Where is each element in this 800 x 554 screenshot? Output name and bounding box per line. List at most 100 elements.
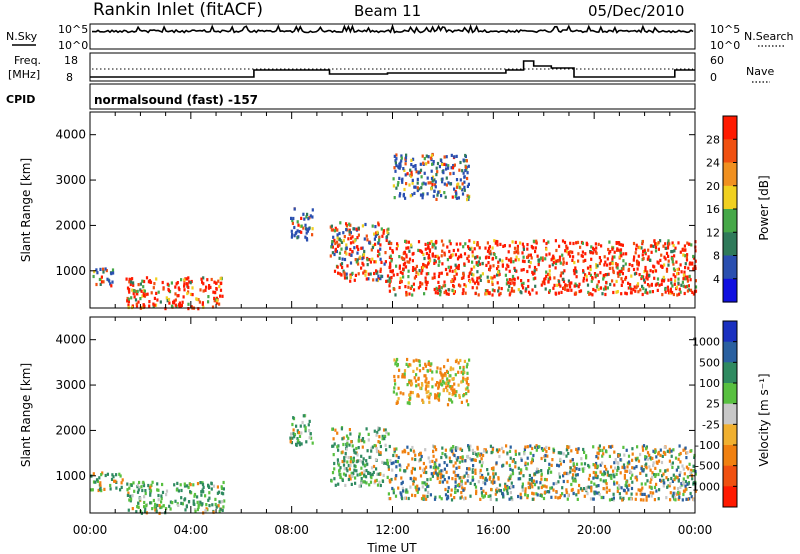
echo-cell (447, 164, 450, 168)
echo-cell (468, 457, 472, 461)
echo-cell (574, 291, 577, 295)
echo-cell (484, 289, 487, 293)
echo-cell (608, 473, 611, 478)
echo-cell (189, 292, 193, 296)
echo-cell (218, 302, 221, 306)
echo-cell (624, 277, 627, 281)
echo-cell (433, 272, 436, 276)
echo-cell (466, 198, 469, 202)
echo-cell (575, 241, 578, 245)
echo-cell (451, 288, 454, 292)
echo-cell (369, 480, 373, 484)
echo-cell (149, 485, 152, 489)
echo-cell (443, 253, 446, 257)
echo-cell (416, 490, 419, 494)
echo-cell (533, 265, 537, 270)
echo-cell (577, 285, 580, 289)
echo-cell (179, 304, 182, 308)
echo-cell (334, 483, 337, 487)
echo-cell (535, 444, 538, 448)
echo-cell (374, 242, 377, 246)
echo-cell (401, 271, 404, 275)
echo-cell (523, 447, 526, 451)
echo-cell (292, 432, 295, 436)
echo-cell (467, 259, 470, 263)
echo-cell (475, 489, 478, 493)
echo-cell (476, 454, 479, 458)
echo-cell (331, 251, 334, 255)
echo-cell (616, 468, 619, 472)
echo-cell (186, 484, 189, 488)
echo-cell (611, 444, 614, 448)
echo-cell (521, 488, 524, 492)
echo-cell (436, 366, 439, 370)
echo-cell (511, 498, 514, 502)
echo-cell (441, 469, 444, 473)
echo-cell (423, 292, 426, 296)
echo-cell (345, 228, 348, 232)
echo-cell (551, 263, 554, 267)
echo-cell (609, 445, 612, 449)
echo-cell (135, 292, 138, 296)
echo-cell (219, 500, 222, 504)
echo-cell (336, 431, 339, 435)
echo-cell (357, 262, 360, 266)
echo-cell (622, 259, 625, 263)
echo-cell (689, 471, 692, 475)
echo-cell (496, 281, 499, 285)
echo-cell (543, 490, 547, 494)
echo-cell (451, 393, 454, 397)
echo-cell (606, 286, 609, 290)
echo-cell (431, 179, 434, 183)
echo-cell (654, 449, 657, 453)
echo-cell (194, 509, 197, 513)
echo-cell (626, 461, 629, 465)
echo-cell (535, 448, 538, 452)
echo-cell (463, 188, 466, 192)
echo-cell (347, 237, 350, 241)
echo-cell (641, 242, 644, 246)
echo-cell (616, 486, 619, 490)
echo-cell (164, 307, 167, 311)
echo-cell (439, 293, 442, 297)
echo-cell (661, 265, 664, 269)
echo-cell (509, 456, 512, 460)
echo-cell (673, 478, 676, 482)
echo-cell (388, 240, 391, 244)
echo-cell (595, 455, 598, 459)
echo-cell (152, 286, 155, 290)
echo-cell (467, 474, 470, 478)
echo-cell (411, 293, 414, 297)
echo-cell (307, 423, 310, 427)
echo-cell (655, 282, 658, 286)
echo-cell (443, 290, 446, 295)
echo-cell (431, 385, 434, 389)
echo-cell (355, 245, 359, 249)
echo-cell (379, 277, 382, 281)
echo-cell (517, 251, 520, 255)
echo-cell (615, 290, 618, 294)
echo-cell (189, 483, 192, 487)
echo-cell (456, 483, 459, 487)
echo-cell (407, 285, 410, 289)
echo-cell (466, 184, 469, 188)
echo-cell (407, 240, 410, 244)
echo-cell (462, 171, 465, 175)
echo-cell (448, 269, 451, 273)
echo-cell (430, 154, 433, 158)
echo-cell (387, 497, 391, 501)
echo-cell (506, 278, 509, 282)
echo-cell (102, 280, 105, 284)
echo-cell (393, 287, 396, 291)
echo-cell (531, 491, 534, 495)
echo-cell (454, 477, 457, 482)
echo-cell (476, 270, 479, 274)
echo-cell (692, 292, 695, 296)
echo-cell (616, 263, 619, 267)
echo-cell (427, 390, 430, 394)
echo-cell (451, 377, 454, 381)
echo-cell (625, 292, 628, 296)
echo-cell (370, 449, 373, 453)
echo-cell (574, 266, 577, 270)
echo-cell (659, 478, 662, 482)
